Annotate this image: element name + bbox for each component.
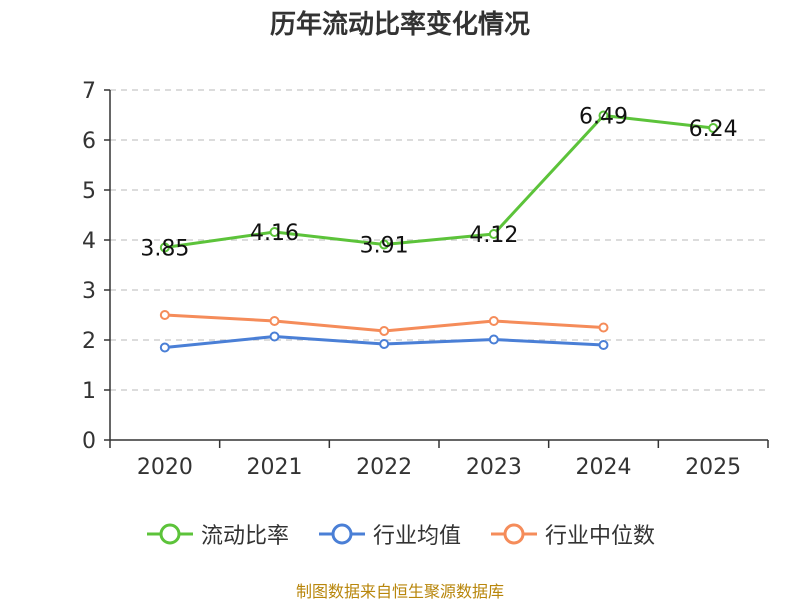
legend-label: 流动比率 [200, 524, 289, 549]
data-point [269, 331, 280, 342]
data-label: 3.91 [360, 234, 409, 259]
data-point [159, 310, 170, 320]
legend-item-industry-median[interactable]: 行业中位数 [489, 518, 655, 550]
data-point [598, 340, 609, 350]
data-point [269, 316, 280, 326]
x-tick-label: 2021 [247, 455, 303, 480]
legend-item-current-ratio[interactable]: 流动比率 [145, 518, 289, 550]
data-label: 6.24 [689, 117, 738, 142]
x-tick-label: 2025 [685, 455, 741, 480]
series-lines [159, 110, 719, 353]
y-tick-label: 4 [82, 229, 96, 254]
x-tick-label: 2024 [576, 455, 632, 480]
chart-title: 历年流动比率变化情况 [269, 10, 530, 40]
y-tick-label: 1 [82, 379, 96, 404]
legend-label: 行业均值 [372, 524, 461, 549]
data-label: 6.49 [579, 105, 628, 130]
axes: 0 1 2 3 4 5 6 7 2020 2021 2022 2023 2024 2025 [82, 79, 769, 480]
data-point [708, 123, 719, 133]
data-labels: 3.85 4.16 3.91 4.12 6.49 6.24 [140, 105, 737, 262]
y-tick-label: 3 [82, 279, 96, 304]
legend-item-industry-mean[interactable]: 行业均值 [317, 518, 461, 550]
data-point [159, 342, 170, 353]
data-point [598, 110, 609, 121]
legend-line-circle-icon [146, 523, 193, 545]
data-point [488, 229, 499, 239]
y-tick-label: 2 [82, 329, 96, 354]
x-tick-label: 2022 [356, 455, 412, 480]
data-point [269, 227, 280, 237]
data-point [379, 339, 390, 349]
data-label: 3.85 [140, 237, 189, 262]
legend-line-circle-icon [318, 523, 365, 545]
data-label: 4.16 [250, 221, 299, 246]
y-tick-label: 5 [82, 179, 96, 204]
x-tick-label: 2020 [137, 455, 193, 480]
legend-line-circle-icon [491, 523, 537, 545]
data-point [159, 242, 170, 253]
y-tick-label: 6 [82, 129, 96, 154]
data-point [488, 316, 499, 326]
legend: 流动比率 行业均值 行业中位数 [0, 518, 800, 550]
series-line [164, 114, 714, 249]
y-tick-label: 0 [82, 429, 96, 454]
x-tick-label: 2023 [466, 455, 522, 480]
data-point [379, 239, 390, 250]
y-tick-label: 7 [82, 79, 96, 104]
legend-label: 行业中位数 [545, 524, 656, 549]
data-point [598, 322, 609, 333]
data-point [488, 334, 499, 345]
data-source-note: 制图数据来自恒生聚源数据库 [295, 582, 504, 601]
data-point [379, 326, 390, 336]
data-label: 4.12 [469, 223, 518, 248]
